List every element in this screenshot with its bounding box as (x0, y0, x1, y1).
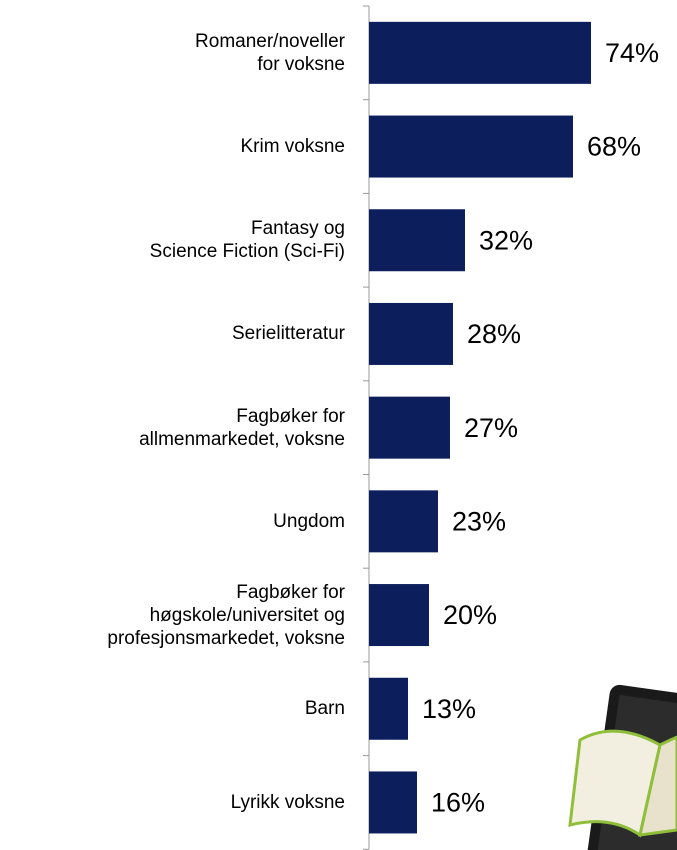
value-label: 16% (431, 788, 485, 818)
bar (369, 397, 450, 459)
category-label: Barn (5, 662, 345, 756)
category-label: Fantasy og Science Fiction (Sci-Fi) (5, 193, 345, 287)
category-label: Ungdom (5, 475, 345, 569)
bar (369, 678, 408, 740)
value-label: 27% (464, 413, 518, 443)
value-label: 13% (422, 694, 476, 724)
value-label: 23% (452, 506, 506, 536)
category-label: Fagbøker for allmenmarkedet, voksne (5, 381, 345, 475)
bar (369, 303, 453, 365)
value-label: 28% (467, 319, 521, 349)
value-label: 32% (479, 225, 533, 255)
category-label: Lyrikk voksne (5, 756, 345, 850)
bar (369, 116, 573, 178)
bar (369, 490, 438, 552)
chart: 74% 68% 32% 28% 27% 23% 20% 13% 16% Romaner/nove… (0, 0, 677, 850)
bar (369, 771, 417, 833)
tablet-illustration (570, 684, 677, 850)
bar (369, 584, 429, 646)
category-label: Romaner/noveller for voksne (5, 6, 345, 100)
bar (369, 22, 591, 84)
category-label: Krim voksne (5, 100, 345, 194)
bar (369, 209, 465, 271)
value-label: 74% (605, 38, 659, 68)
category-label: Serielitteratur (5, 287, 345, 381)
category-label: Fagbøker for høgskole/universitet og pro… (5, 568, 345, 662)
value-label: 68% (587, 132, 641, 162)
value-label: 20% (443, 600, 497, 630)
